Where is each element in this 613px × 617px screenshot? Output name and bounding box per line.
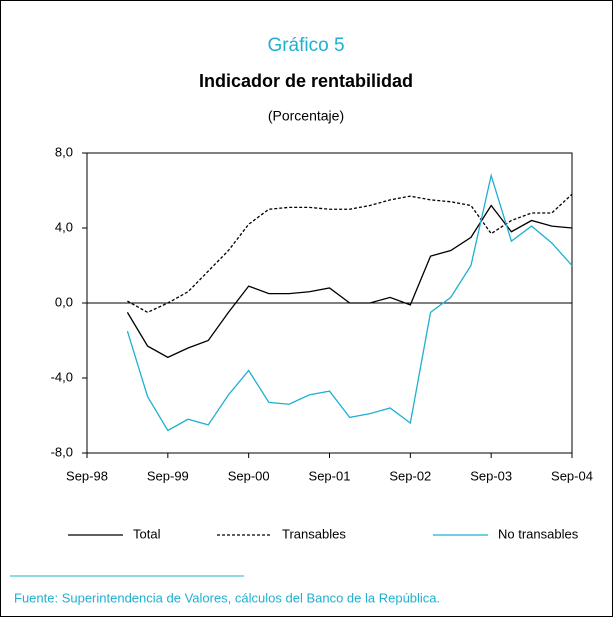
legend-label: No transables bbox=[498, 526, 579, 541]
y-tick-label: 0,0 bbox=[55, 294, 73, 309]
y-tick-label: 4,0 bbox=[55, 219, 73, 234]
x-tick-label: Sep-01 bbox=[309, 468, 351, 483]
y-tick-label: -4,0 bbox=[51, 369, 73, 384]
chart-supertitle: Gráfico 5 bbox=[267, 35, 344, 56]
y-tick-label: 8,0 bbox=[55, 144, 73, 159]
x-tick-label: Sep-98 bbox=[66, 468, 108, 483]
x-tick-label: Sep-00 bbox=[228, 468, 270, 483]
y-tick-label: -8,0 bbox=[51, 444, 73, 459]
x-tick-label: Sep-99 bbox=[147, 468, 189, 483]
source: Fuente: Superintendencia de Valores, cál… bbox=[14, 590, 440, 605]
legend-label: Total bbox=[133, 526, 161, 541]
chart-title: Indicador de rentabilidad bbox=[199, 71, 413, 91]
x-tick-label: Sep-02 bbox=[389, 468, 431, 483]
series-line bbox=[126, 204, 573, 359]
series-line bbox=[126, 172, 573, 432]
legend-label: Transables bbox=[282, 526, 346, 541]
x-tick-label: Sep-04 bbox=[551, 468, 593, 483]
x-tick-label: Sep-03 bbox=[470, 468, 512, 483]
series-line bbox=[127, 193, 573, 314]
chart-subtitle: (Porcentaje) bbox=[268, 108, 344, 124]
